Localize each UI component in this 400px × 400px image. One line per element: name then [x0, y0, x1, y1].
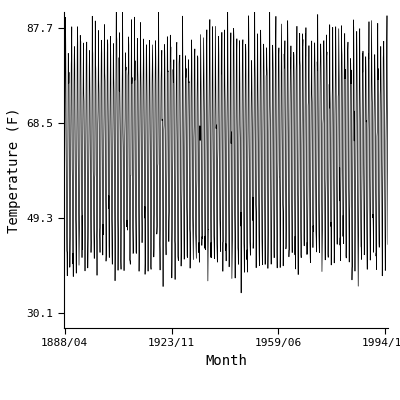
X-axis label: Month: Month	[205, 354, 247, 368]
Y-axis label: Temperature (F): Temperature (F)	[7, 107, 21, 233]
